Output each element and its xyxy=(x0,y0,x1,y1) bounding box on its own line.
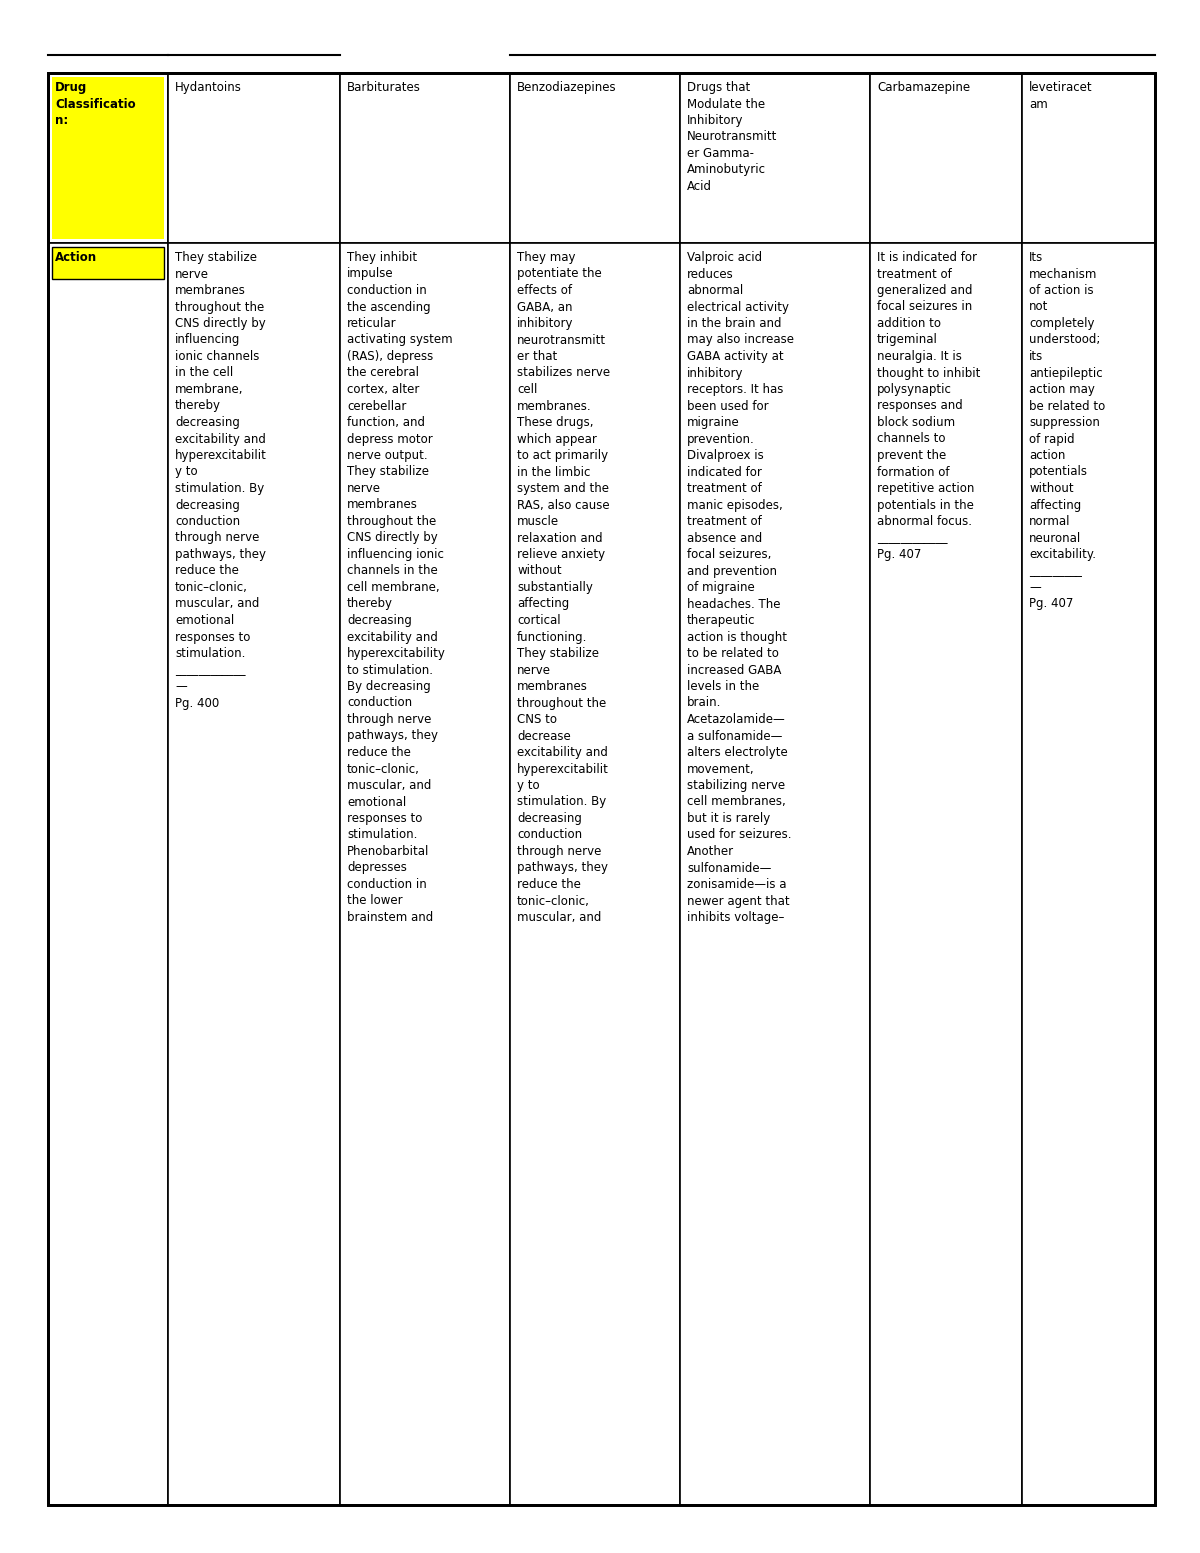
Bar xyxy=(870,73,1022,242)
Text: Drugs that
Modulate the
Inhibitory
Neurotransmitt
er Gamma-
Aminobutyric
Acid: Drugs that Modulate the Inhibitory Neuro… xyxy=(686,81,778,193)
Bar xyxy=(870,242,1022,1505)
Text: Barbiturates: Barbiturates xyxy=(347,81,421,95)
Text: They stabilize
nerve
membranes
throughout the
CNS directly by
influencing
ionic : They stabilize nerve membranes throughou… xyxy=(175,252,266,710)
Bar xyxy=(680,242,870,1505)
Bar xyxy=(48,242,168,1505)
Text: Carbamazepine: Carbamazepine xyxy=(877,81,970,95)
Text: It is indicated for
treatment of
generalized and
focal seizures in
addition to
t: It is indicated for treatment of general… xyxy=(877,252,980,561)
Bar xyxy=(680,73,870,242)
Bar xyxy=(510,242,680,1505)
Text: Hydantoins: Hydantoins xyxy=(175,81,242,95)
Text: Drug
Classificatio
n:: Drug Classificatio n: xyxy=(55,81,136,127)
Bar xyxy=(340,242,510,1505)
Bar xyxy=(52,247,164,280)
Bar xyxy=(1022,73,1154,242)
Bar xyxy=(52,78,164,239)
Text: They may
potentiate the
effects of
GABA, an
inhibitory
neurotransmitt
er that
st: They may potentiate the effects of GABA,… xyxy=(517,252,610,924)
Text: Action: Action xyxy=(55,252,97,264)
Text: Benzodiazepines: Benzodiazepines xyxy=(517,81,617,95)
Bar xyxy=(48,73,168,242)
Bar xyxy=(168,73,340,242)
Text: levetiracet
am: levetiracet am xyxy=(1030,81,1093,110)
Text: Valproic acid
reduces
abnormal
electrical activity
in the brain and
may also inc: Valproic acid reduces abnormal electrica… xyxy=(686,252,794,924)
Text: They inhibit
impulse
conduction in
the ascending
reticular
activating system
(RA: They inhibit impulse conduction in the a… xyxy=(347,252,452,924)
Text: Its
mechanism
of action is
not
completely
understood;
its
antiepileptic
action m: Its mechanism of action is not completel… xyxy=(1030,252,1105,610)
Bar xyxy=(510,73,680,242)
Bar xyxy=(168,242,340,1505)
Bar xyxy=(1022,242,1154,1505)
Bar xyxy=(52,247,164,280)
Bar xyxy=(340,73,510,242)
